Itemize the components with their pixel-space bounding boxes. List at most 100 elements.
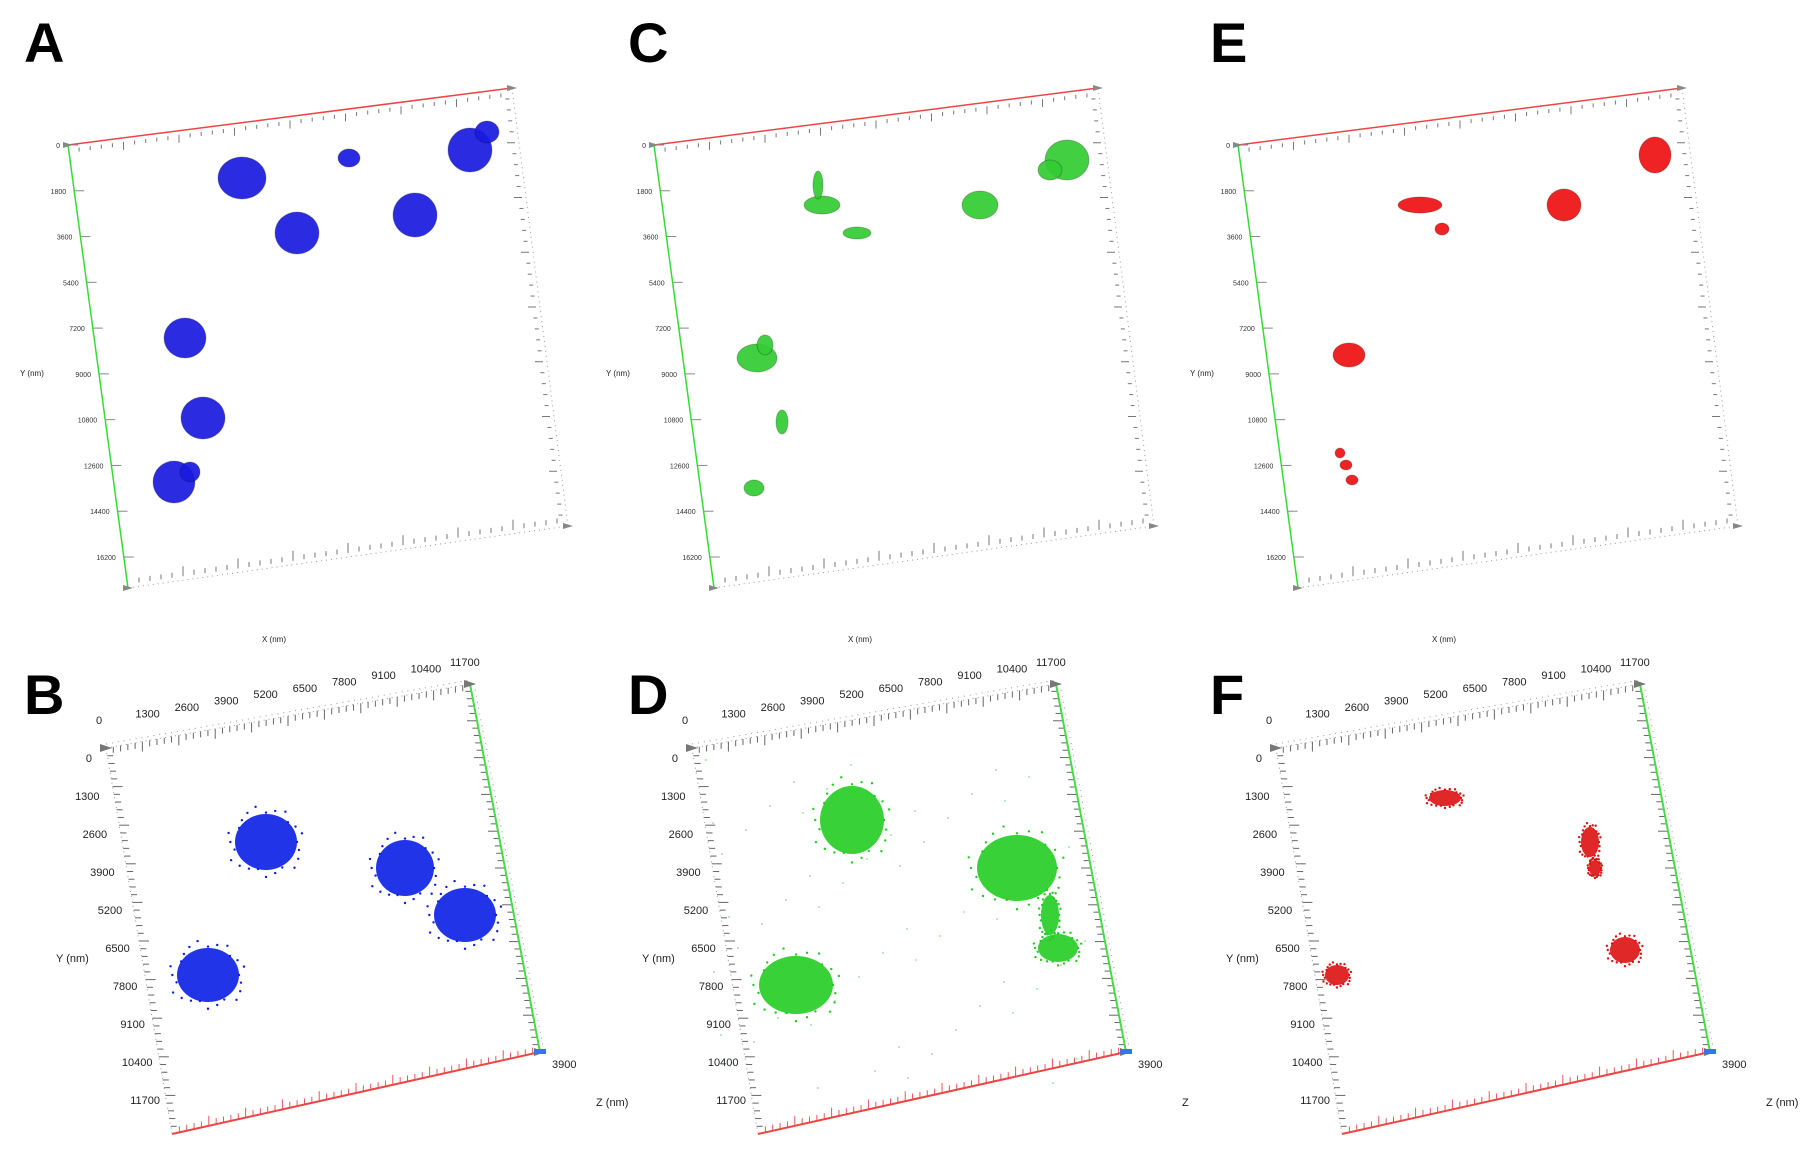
particle-cluster xyxy=(1610,937,1640,963)
y-axis-title: Y (nm) xyxy=(56,953,89,965)
panel-label-d: D xyxy=(628,663,668,726)
panel-c: C 0 1800 3600 5400 7200 9000 10800 12600 14400 162… xyxy=(606,11,1159,644)
y-tick-label: 3900 xyxy=(90,867,114,879)
y-tick-label: 6500 xyxy=(691,943,715,955)
y-axis-line xyxy=(469,683,541,1053)
corner-arrow-icon xyxy=(1050,680,1062,688)
y-tick-label: 3600 xyxy=(643,235,659,242)
y-tick-label: 2600 xyxy=(669,829,693,841)
particle-cluster xyxy=(177,948,239,1002)
y-tick-label: 0 xyxy=(672,753,678,765)
x-tick-label: 7800 xyxy=(1502,676,1526,688)
y-axis-line xyxy=(67,144,129,589)
particle-cluster xyxy=(1434,222,1450,236)
x-tick-label: 3900 xyxy=(1384,696,1408,708)
particle-cluster xyxy=(1397,196,1443,214)
x-tick-label: 10400 xyxy=(411,663,442,675)
y-axis-line xyxy=(1639,683,1711,1053)
x-tick-label: 9100 xyxy=(957,670,981,682)
y-tick-label: 12600 xyxy=(670,463,690,470)
y-tick-label: 5400 xyxy=(1233,280,1249,287)
y-tick-label: 9000 xyxy=(1245,372,1261,379)
x-tick-label: 0 xyxy=(1266,715,1272,727)
y-tick-label: 1800 xyxy=(637,189,653,196)
y-tick-label: 7800 xyxy=(699,981,723,993)
corner-arrow-icon xyxy=(563,523,573,529)
particle-cluster xyxy=(376,840,434,896)
y-tick-label: 1800 xyxy=(1221,189,1237,196)
x-tick-label: 2600 xyxy=(761,702,785,714)
particle-cluster xyxy=(775,409,789,435)
y-tick-label: 7200 xyxy=(69,326,85,333)
corner-arrow-icon xyxy=(1270,744,1282,752)
particle-cluster xyxy=(1589,860,1601,876)
y-tick-label: 1800 xyxy=(51,189,67,196)
x-tick-label: 2600 xyxy=(1345,702,1369,714)
y-tick-label: 5200 xyxy=(684,905,708,917)
x-tick-label: 1300 xyxy=(135,709,159,721)
x-axis-line xyxy=(653,87,1099,146)
panel-label-f: F xyxy=(1210,663,1244,726)
z-axis-marker xyxy=(1120,1049,1132,1054)
y-tick-label: 3900 xyxy=(1260,867,1284,879)
y-tick-label: 7200 xyxy=(655,326,671,333)
y-tick-label: 6500 xyxy=(105,943,129,955)
x-tick-label: 11700 xyxy=(1620,657,1650,669)
corner-arrow-icon xyxy=(709,585,719,591)
y-axis-title: Y (nm) xyxy=(606,369,630,378)
particle-cluster xyxy=(1429,790,1461,806)
y-tick-label: 11700 xyxy=(130,1095,160,1107)
y-axis-title: Y (nm) xyxy=(642,953,675,965)
x-tick-label: 6500 xyxy=(879,683,903,695)
y-tick-label: 9000 xyxy=(75,372,91,379)
y-tick-label: 16200 xyxy=(96,555,116,562)
particle-cluster xyxy=(474,120,500,144)
particle-cluster xyxy=(1638,136,1672,174)
y-tick-label: 16200 xyxy=(1266,555,1286,562)
y-tick-label: 2600 xyxy=(83,829,107,841)
panel-f: F 0 1300 2600 3900 5200 6500 7800 9100 10400 11700… xyxy=(1210,657,1798,1135)
y-tick-label: 10400 xyxy=(1292,1057,1323,1069)
z-tick-label: 3900 xyxy=(1722,1059,1746,1071)
y-tick-label: 6500 xyxy=(1275,943,1299,955)
particle-cluster xyxy=(961,190,999,220)
corner-arrow-icon xyxy=(1293,585,1303,591)
x-tick-label: 5200 xyxy=(839,689,863,701)
y-tick-label: 3600 xyxy=(1227,235,1243,242)
particle-cluster xyxy=(812,170,824,200)
particle-cluster xyxy=(1334,447,1346,459)
y-tick-label: 2600 xyxy=(1253,829,1277,841)
x-axis-title: X (nm) xyxy=(848,635,872,644)
y-axis-title: Y (nm) xyxy=(20,369,44,378)
x-tick-label: 0 xyxy=(96,715,102,727)
particle-cluster xyxy=(1581,827,1599,857)
y-tick-label: 1300 xyxy=(661,791,685,803)
z-tick-label: 3900 xyxy=(1138,1059,1162,1071)
y-tick-label: 11700 xyxy=(1300,1095,1330,1107)
x-axis-line xyxy=(1237,87,1683,146)
y-tick-label: 0 xyxy=(1256,753,1262,765)
particle-cluster xyxy=(274,211,320,255)
y-tick-label: 5200 xyxy=(1268,905,1292,917)
y-tick-label: 9100 xyxy=(1290,1019,1314,1031)
particle-cluster xyxy=(179,461,201,483)
y-tick-label: 1300 xyxy=(75,791,99,803)
particle-cluster xyxy=(842,226,872,240)
y-tick-label: 5400 xyxy=(649,280,665,287)
y-tick-label: 1300 xyxy=(1245,791,1269,803)
corner-arrow-icon xyxy=(507,85,517,91)
particle-cluster xyxy=(1038,934,1078,962)
z-axis-title: Z xyxy=(1182,1097,1189,1109)
y-tick-label: 10400 xyxy=(708,1057,739,1069)
z-axis-title: Z (nm) xyxy=(596,1097,628,1109)
x-tick-label: 3900 xyxy=(800,696,824,708)
x-tick-label: 5200 xyxy=(253,689,277,701)
y-tick-label: 5200 xyxy=(98,905,122,917)
panel-label-b: B xyxy=(24,663,64,726)
x-axis-title: X (nm) xyxy=(262,635,286,644)
y-tick-label: 14400 xyxy=(90,509,110,516)
x-axis-line xyxy=(67,87,513,146)
particle-cluster xyxy=(759,956,833,1014)
x-tick-label: 1300 xyxy=(721,709,745,721)
